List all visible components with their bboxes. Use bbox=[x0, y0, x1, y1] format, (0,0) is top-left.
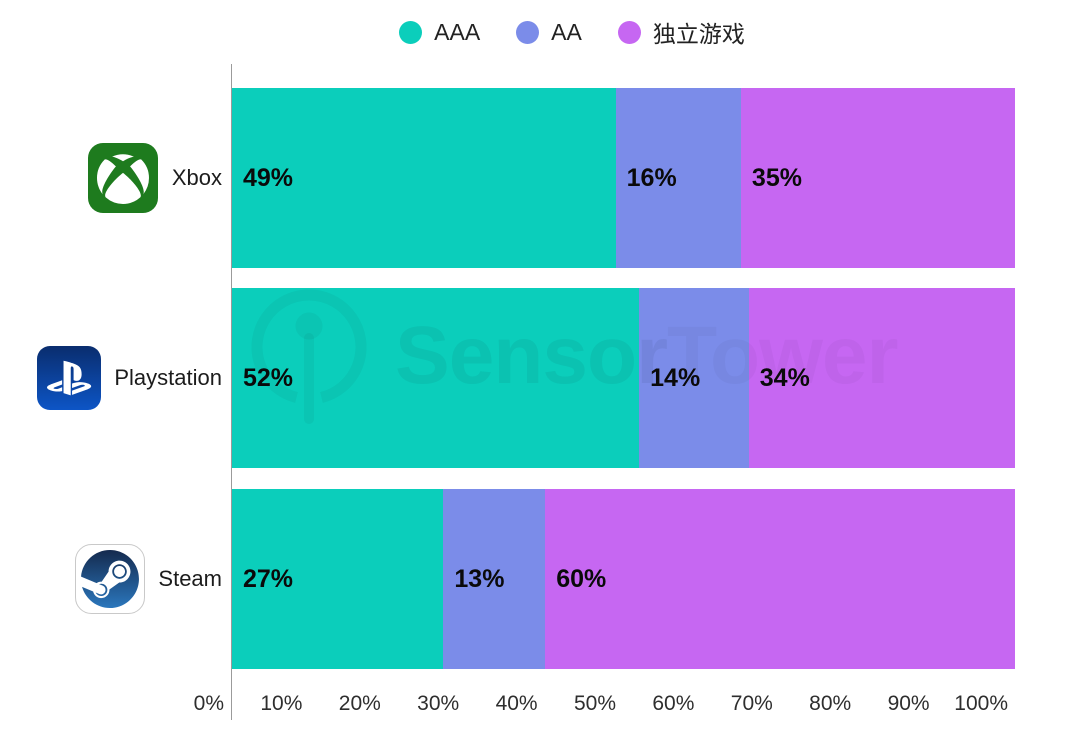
bar-row-xbox: 49% 16% 35% bbox=[232, 88, 1015, 268]
x-axis-tick-label: 30% bbox=[417, 692, 460, 715]
bar-segment-indie[interactable]: 35% bbox=[740, 88, 1015, 268]
x-axis-tick-label: 40% bbox=[495, 692, 538, 715]
legend: AAA AA 独立游戏 bbox=[0, 15, 1080, 49]
x-axis-tick-label: 70% bbox=[730, 692, 773, 715]
legend-swatch-icon bbox=[516, 20, 540, 44]
x-axis-tick-label: 100% bbox=[954, 692, 1008, 715]
legend-label: AA bbox=[551, 18, 582, 45]
segment-value-label: 49% bbox=[243, 163, 294, 192]
segment-value-label: 14% bbox=[650, 363, 701, 392]
segment-value-label: 34% bbox=[759, 363, 810, 392]
y-axis-line bbox=[231, 64, 232, 720]
x-axis-tick-label: 50% bbox=[573, 692, 616, 715]
x-axis-tick-label: 20% bbox=[338, 692, 381, 715]
segment-value-label: 16% bbox=[626, 163, 677, 192]
bar-segment-aaa[interactable]: 27% bbox=[232, 489, 444, 669]
playstation-icon bbox=[37, 346, 102, 410]
platform-label: Steam bbox=[158, 566, 222, 591]
bar-row-playstation: 52% 14% 34% bbox=[232, 288, 1015, 468]
x-axis-tick-label: 0% bbox=[193, 692, 224, 715]
row-label-xbox: Xbox bbox=[0, 88, 222, 268]
legend-swatch-icon bbox=[399, 20, 423, 44]
row-label-playstation: Playstation bbox=[0, 288, 222, 468]
x-axis-tick-label: 60% bbox=[652, 692, 695, 715]
bar-segment-aa[interactable]: 14% bbox=[639, 288, 749, 468]
legend-label: 独立游戏 bbox=[652, 21, 745, 47]
segment-value-label: 35% bbox=[751, 163, 802, 192]
legend-item-aaa[interactable]: AAA bbox=[399, 19, 480, 46]
platform-label: Playstation bbox=[114, 365, 222, 390]
bar-segment-aa[interactable]: 16% bbox=[615, 88, 741, 268]
bar-segment-aaa[interactable]: 52% bbox=[232, 288, 640, 468]
bar-segment-indie[interactable]: 60% bbox=[545, 489, 1015, 669]
bar-row-steam: 27% 13% 60% bbox=[232, 489, 1015, 669]
segment-value-label: 27% bbox=[243, 564, 294, 593]
segment-value-label: 60% bbox=[556, 564, 607, 593]
x-axis-tick-label: 80% bbox=[809, 692, 852, 715]
legend-item-indie[interactable]: 独立游戏 bbox=[617, 15, 745, 49]
bar-segment-indie[interactable]: 34% bbox=[748, 288, 1015, 468]
x-axis-tick-label: 10% bbox=[260, 692, 303, 715]
row-label-steam: Steam bbox=[0, 489, 222, 669]
x-axis-tick-label: 90% bbox=[887, 692, 930, 715]
steam-icon bbox=[75, 544, 146, 614]
segment-value-label: 13% bbox=[454, 564, 505, 593]
legend-swatch-icon bbox=[617, 20, 641, 44]
bar-segment-aa[interactable]: 13% bbox=[443, 489, 546, 669]
platform-label: Xbox bbox=[171, 165, 222, 190]
legend-label: AAA bbox=[434, 18, 481, 45]
segment-value-label: 52% bbox=[243, 363, 294, 392]
legend-item-aa[interactable]: AA bbox=[516, 19, 582, 46]
xbox-icon bbox=[87, 142, 159, 214]
bar-segment-aaa[interactable]: 49% bbox=[232, 88, 616, 268]
